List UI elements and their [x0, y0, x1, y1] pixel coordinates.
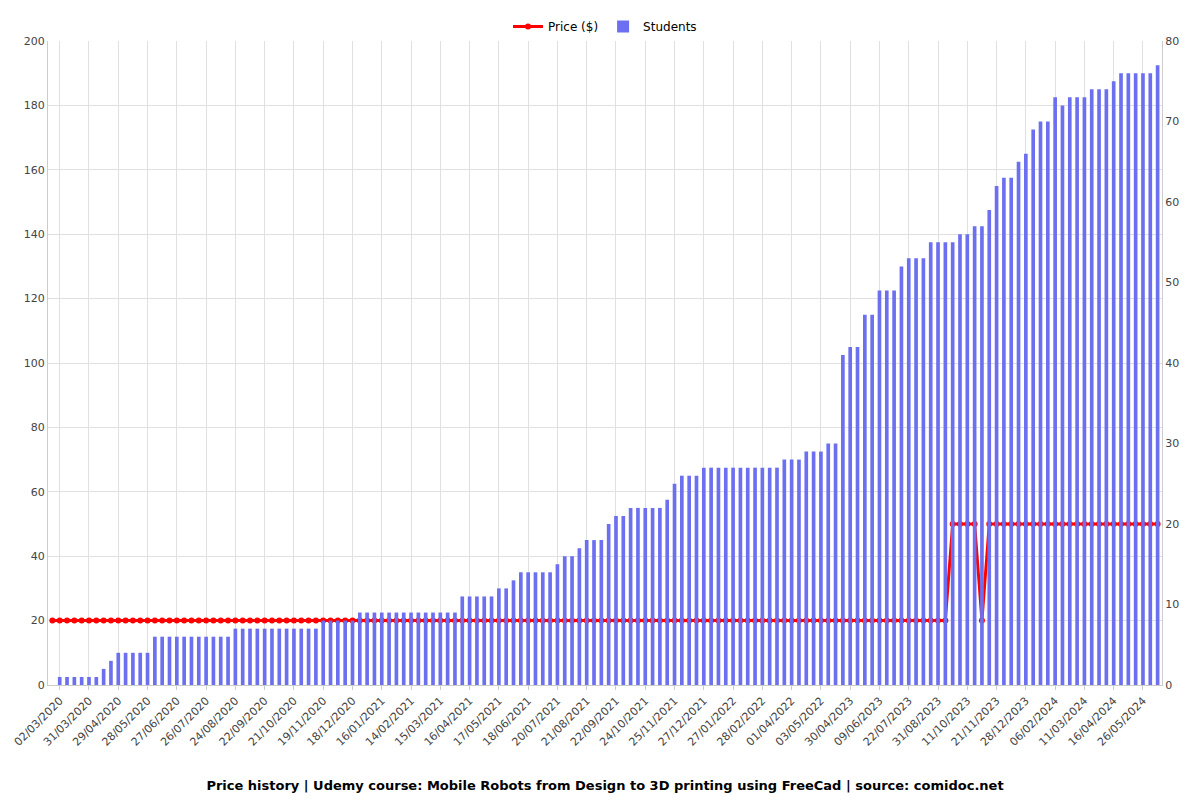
svg-text:200: 200 — [24, 35, 45, 48]
svg-text:140: 140 — [24, 228, 45, 241]
svg-text:19/11/2020: 19/11/2020 — [275, 695, 329, 749]
svg-text:28/02/2022: 28/02/2022 — [714, 695, 768, 749]
svg-text:18/12/2020: 18/12/2020 — [304, 695, 358, 749]
svg-text:80: 80 — [1165, 35, 1179, 48]
svg-text:21/08/2021: 21/08/2021 — [539, 695, 593, 749]
svg-text:40: 40 — [31, 550, 45, 563]
svg-text:29/04/2020: 29/04/2020 — [70, 695, 124, 749]
svg-text:27/06/2020: 27/06/2020 — [129, 695, 183, 749]
svg-text:16/04/2021: 16/04/2021 — [422, 695, 476, 749]
svg-text:100: 100 — [24, 357, 45, 370]
svg-text:27/01/2022: 27/01/2022 — [685, 695, 739, 749]
svg-text:Price ($): Price ($) — [548, 20, 598, 34]
svg-text:24/08/2020: 24/08/2020 — [187, 695, 241, 749]
svg-text:80: 80 — [31, 421, 45, 434]
svg-text:06/02/2024: 06/02/2024 — [1007, 695, 1061, 749]
svg-text:11/10/2023: 11/10/2023 — [919, 695, 973, 749]
svg-text:03/05/2022: 03/05/2022 — [773, 695, 827, 749]
svg-text:11/03/2024: 11/03/2024 — [1036, 695, 1090, 749]
svg-text:22/09/2021: 22/09/2021 — [568, 695, 622, 749]
svg-text:27/12/2021: 27/12/2021 — [656, 695, 710, 749]
svg-text:02/03/2020: 02/03/2020 — [12, 695, 66, 749]
svg-text:30: 30 — [1165, 437, 1179, 450]
svg-text:18/06/2021: 18/06/2021 — [480, 695, 534, 749]
svg-text:22/09/2020: 22/09/2020 — [217, 695, 271, 749]
svg-text:Students: Students — [643, 20, 697, 34]
svg-text:180: 180 — [24, 99, 45, 112]
svg-text:20/07/2021: 20/07/2021 — [509, 695, 563, 749]
svg-text:30/04/2023: 30/04/2023 — [802, 695, 856, 749]
svg-text:25/11/2021: 25/11/2021 — [627, 695, 681, 749]
svg-text:0: 0 — [38, 679, 45, 692]
svg-text:15/03/2021: 15/03/2021 — [392, 695, 446, 749]
svg-text:0: 0 — [1165, 679, 1172, 692]
svg-text:16/01/2021: 16/01/2021 — [334, 695, 388, 749]
svg-text:09/06/2023: 09/06/2023 — [831, 695, 885, 749]
svg-text:160: 160 — [24, 164, 45, 177]
svg-text:20: 20 — [1165, 518, 1179, 531]
svg-text:10: 10 — [1165, 598, 1179, 611]
svg-text:26/07/2020: 26/07/2020 — [158, 695, 212, 749]
svg-text:60: 60 — [31, 486, 45, 499]
svg-text:20: 20 — [31, 614, 45, 627]
svg-text:24/10/2021: 24/10/2021 — [597, 695, 651, 749]
svg-text:50: 50 — [1165, 276, 1179, 289]
svg-text:28/05/2020: 28/05/2020 — [100, 695, 154, 749]
svg-text:Price history | Udemy course:: Price history | Udemy course: Mobile Rob… — [206, 778, 1003, 793]
svg-text:31/03/2020: 31/03/2020 — [41, 695, 95, 749]
svg-text:40: 40 — [1165, 357, 1179, 370]
svg-text:16/04/2024: 16/04/2024 — [1066, 695, 1120, 749]
svg-text:70: 70 — [1165, 115, 1179, 128]
svg-text:17/05/2021: 17/05/2021 — [451, 695, 505, 749]
svg-text:22/07/2023: 22/07/2023 — [861, 695, 915, 749]
svg-text:21/10/2020: 21/10/2020 — [246, 695, 300, 749]
svg-text:120: 120 — [24, 292, 45, 305]
svg-text:21/11/2023: 21/11/2023 — [949, 695, 1003, 749]
svg-text:01/04/2022: 01/04/2022 — [744, 695, 798, 749]
svg-text:60: 60 — [1165, 196, 1179, 209]
svg-text:31/08/2023: 31/08/2023 — [890, 695, 944, 749]
svg-text:14/02/2021: 14/02/2021 — [363, 695, 417, 749]
svg-text:28/12/2023: 28/12/2023 — [978, 695, 1032, 749]
svg-text:26/05/2024: 26/05/2024 — [1095, 695, 1149, 749]
